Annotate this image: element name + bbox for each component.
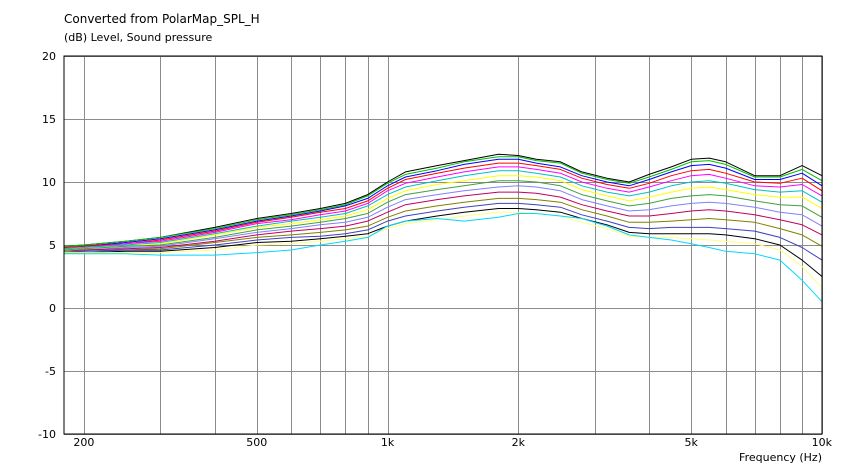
y-tick-label: -10	[38, 428, 56, 441]
x-tick-label: 1k	[381, 436, 395, 449]
x-tick-label: 10k	[812, 436, 833, 449]
y-tick-label: -5	[45, 365, 56, 378]
y-axis-ticks: -10 -5 0 5 10 15 20	[38, 50, 56, 441]
x-tick-label: 2k	[512, 436, 526, 449]
series-line-3	[63, 158, 823, 248]
series-line-14	[64, 211, 823, 289]
x-axis-ticks: 200 500 1k 2k 5k 10k	[73, 436, 832, 449]
series-line-4	[63, 162, 823, 248]
series-line-15	[64, 213, 823, 303]
series-line-12	[63, 202, 823, 261]
series-line-13	[64, 208, 823, 277]
plot-frame	[63, 55, 823, 435]
series-line-2	[63, 156, 823, 247]
x-tick-label: 500	[246, 436, 267, 449]
x-axis-label: Frequency (Hz)	[739, 451, 822, 464]
series-line-10	[63, 191, 823, 252]
x-tick-label: 200	[73, 436, 94, 449]
x-tick-label: 5k	[685, 436, 699, 449]
series-line-9	[63, 185, 823, 252]
y-tick-label: 20	[42, 50, 56, 63]
chart-subtitle: (dB) Level, Sound pressure	[64, 31, 213, 44]
y-tick-label: 0	[49, 302, 56, 315]
series-line-11	[64, 197, 823, 252]
series-line-1	[63, 153, 823, 247]
y-tick-label: 10	[42, 176, 56, 189]
y-tick-label: 5	[49, 239, 56, 252]
series-group	[63, 153, 823, 303]
series-line-5	[63, 166, 823, 250]
chart-title: Converted from PolarMap_SPL_H	[64, 12, 260, 26]
series-line-7	[63, 175, 823, 251]
series-line-6	[63, 170, 823, 250]
y-tick-label: 15	[42, 113, 56, 126]
series-line-8	[63, 180, 823, 251]
